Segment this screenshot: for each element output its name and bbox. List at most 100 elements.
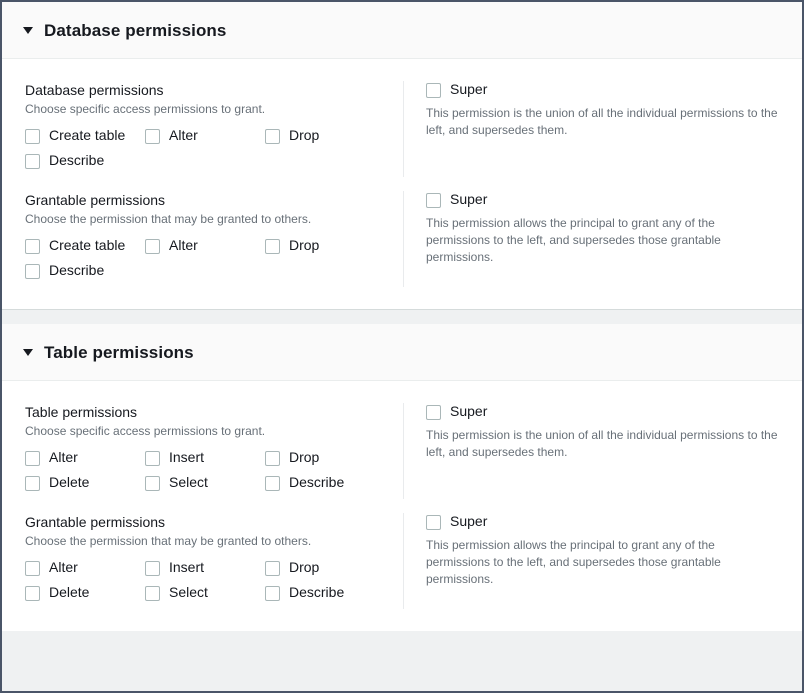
caret-down-icon[interactable] <box>23 26 33 34</box>
checkbox-label: Drop <box>289 237 320 253</box>
checkbox-super[interactable]: Super <box>426 81 802 98</box>
caret-down-icon[interactable] <box>23 348 33 356</box>
section-header-table-permissions[interactable]: Table permissions <box>2 324 802 381</box>
checkbox-label: Describe <box>49 152 105 168</box>
checkbox-grid: Create table Alter Drop Describe <box>25 237 397 287</box>
checkbox-label: Describe <box>289 584 345 600</box>
permission-group-left: Table permissions Choose specific access … <box>2 403 403 499</box>
checkbox-alter[interactable]: Alter <box>145 237 265 262</box>
permission-group-database-grantable-permissions-group: Grantable permissions Choose the permissi… <box>2 177 802 309</box>
section-header-database-permissions[interactable]: Database permissions <box>2 2 802 59</box>
group-label: Database permissions <box>25 82 164 98</box>
checkbox-box-icon[interactable] <box>265 239 280 254</box>
permission-group-super: Super This permission is the union of all… <box>403 403 802 499</box>
group-label: Grantable permissions <box>25 514 166 530</box>
checkbox-box-icon[interactable] <box>426 405 441 420</box>
checkbox-label: Describe <box>289 474 345 490</box>
group-label: Grantable permissions <box>25 192 166 208</box>
checkbox-box-icon[interactable] <box>25 476 40 491</box>
permission-group-table-permissions-group: Table permissions Choose specific access … <box>2 381 802 499</box>
group-description: Choose specific access permissions to gr… <box>25 424 266 438</box>
section-database-permissions: Database permissions Database permissions… <box>2 2 802 309</box>
permission-group-table-grantable-permissions-group: Grantable permissions Choose the permissi… <box>2 499 802 631</box>
checkbox-describe[interactable]: Describe <box>265 584 385 609</box>
checkbox-alter[interactable]: Alter <box>145 127 265 152</box>
checkbox-create-table[interactable]: Create table <box>25 127 145 152</box>
permission-group-left: Grantable permissions Choose the permissi… <box>2 513 403 609</box>
checkbox-select[interactable]: Select <box>145 584 265 609</box>
checkbox-box-icon[interactable] <box>25 154 40 169</box>
permission-group-super: Super This permission is the union of all… <box>403 81 802 177</box>
checkbox-box-icon[interactable] <box>145 451 160 466</box>
checkbox-label: Super <box>450 403 488 419</box>
checkbox-box-icon[interactable] <box>25 129 40 144</box>
checkbox-describe[interactable]: Describe <box>25 152 145 177</box>
checkbox-alter[interactable]: Alter <box>25 559 145 584</box>
checkbox-drop[interactable]: Drop <box>265 127 385 152</box>
checkbox-box-icon[interactable] <box>145 561 160 576</box>
checkbox-insert[interactable]: Insert <box>145 449 265 474</box>
checkbox-describe[interactable]: Describe <box>25 262 145 287</box>
checkbox-label: Alter <box>169 237 198 253</box>
checkbox-box-icon[interactable] <box>25 561 40 576</box>
checkbox-box-icon[interactable] <box>145 476 160 491</box>
section-title: Database permissions <box>44 20 227 40</box>
checkbox-box-icon[interactable] <box>426 515 441 530</box>
checkbox-label: Super <box>450 513 488 529</box>
checkbox-super[interactable]: Super <box>426 403 802 420</box>
checkbox-alter[interactable]: Alter <box>25 449 145 474</box>
checkbox-label: Describe <box>49 262 105 278</box>
super-description: This permission allows the principal to … <box>426 216 721 264</box>
checkbox-label: Select <box>169 584 208 600</box>
checkbox-grid: Alter Insert Drop Delete Select Describe <box>25 449 397 499</box>
checkbox-grid: Alter Insert Drop Delete Select Describe <box>25 559 397 609</box>
checkbox-box-icon[interactable] <box>265 561 280 576</box>
checkbox-drop[interactable]: Drop <box>265 559 385 584</box>
checkbox-describe[interactable]: Describe <box>265 474 385 499</box>
checkbox-super[interactable]: Super <box>426 513 802 530</box>
checkbox-box-icon[interactable] <box>426 83 441 98</box>
checkbox-label: Delete <box>49 474 90 490</box>
checkbox-super[interactable]: Super <box>426 191 802 208</box>
super-description: This permission is the union of all the … <box>426 106 778 137</box>
checkbox-label: Create table <box>49 237 126 253</box>
checkbox-select[interactable]: Select <box>145 474 265 499</box>
checkbox-box-icon[interactable] <box>25 239 40 254</box>
group-label: Table permissions <box>25 404 138 420</box>
super-description: This permission is the union of all the … <box>426 428 778 459</box>
checkbox-box-icon[interactable] <box>265 586 280 601</box>
section-title: Table permissions <box>44 342 194 362</box>
checkbox-create-table[interactable]: Create table <box>25 237 145 262</box>
group-description: Choose specific access permissions to gr… <box>25 102 266 116</box>
checkbox-box-icon[interactable] <box>265 476 280 491</box>
checkbox-label: Alter <box>169 127 198 143</box>
checkbox-label: Insert <box>169 449 205 465</box>
checkbox-box-icon[interactable] <box>25 451 40 466</box>
checkbox-box-icon[interactable] <box>426 193 441 208</box>
checkbox-box-icon[interactable] <box>265 451 280 466</box>
section-body-table-permissions: Table permissions Choose specific access … <box>2 381 802 631</box>
checkbox-grid: Create table Alter Drop Describe <box>25 127 397 177</box>
checkbox-insert[interactable]: Insert <box>145 559 265 584</box>
checkbox-label: Drop <box>289 127 320 143</box>
checkbox-label: Insert <box>169 559 205 575</box>
checkbox-drop[interactable]: Drop <box>265 449 385 474</box>
checkbox-box-icon[interactable] <box>25 264 40 279</box>
super-description: This permission allows the principal to … <box>426 538 721 586</box>
checkbox-delete[interactable]: Delete <box>25 474 145 499</box>
section-body-database-permissions: Database permissions Choose specific acce… <box>2 59 802 309</box>
permission-group-super: Super This permission allows the principa… <box>403 191 802 287</box>
checkbox-box-icon[interactable] <box>145 586 160 601</box>
checkbox-delete[interactable]: Delete <box>25 584 145 609</box>
checkbox-drop[interactable]: Drop <box>265 237 385 262</box>
checkbox-box-icon[interactable] <box>145 129 160 144</box>
checkbox-label: Drop <box>289 449 320 465</box>
checkbox-box-icon[interactable] <box>25 586 40 601</box>
checkbox-label: Super <box>450 81 488 97</box>
checkbox-box-icon[interactable] <box>145 239 160 254</box>
checkbox-label: Super <box>450 191 488 207</box>
group-description: Choose the permission that may be grante… <box>25 534 312 548</box>
permission-group-database-permissions-group: Database permissions Choose specific acce… <box>2 59 802 177</box>
checkbox-box-icon[interactable] <box>265 129 280 144</box>
